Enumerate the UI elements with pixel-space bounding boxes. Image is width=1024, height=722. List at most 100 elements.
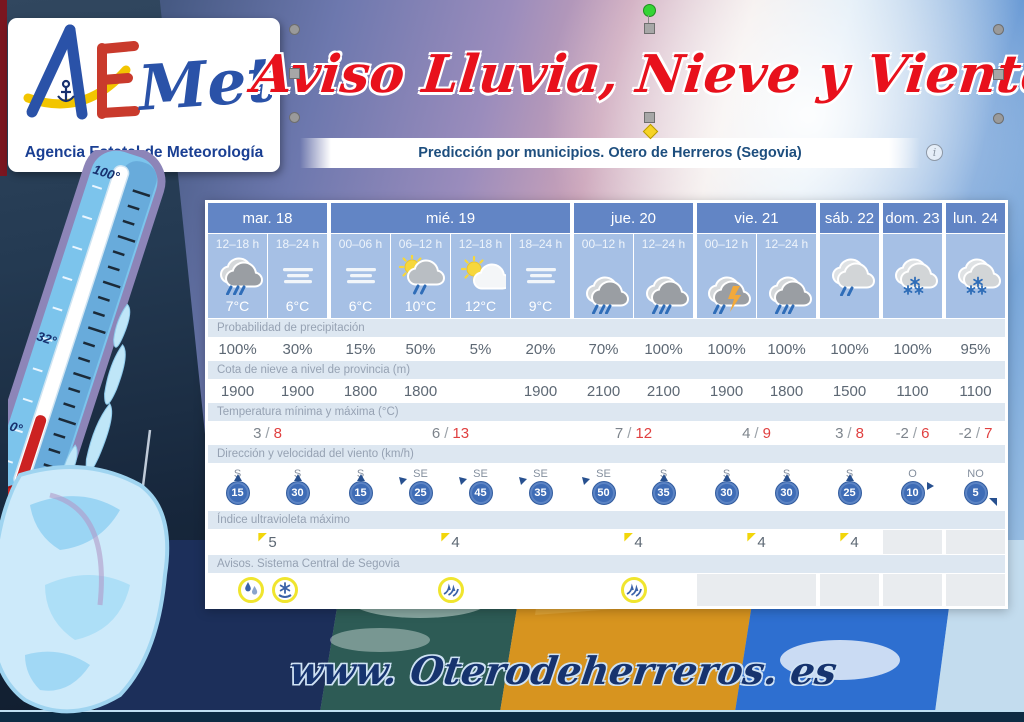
ice-block-illustration: [0, 465, 170, 714]
uv-value: 5: [208, 530, 327, 554]
wind-cell: O 10: [883, 464, 942, 510]
wind-speed: 35: [528, 481, 553, 505]
max-temp: 8: [855, 424, 864, 442]
minmax-temp-value: 6/13: [331, 422, 570, 444]
resize-handle-topright[interactable]: [993, 24, 1004, 35]
min-temp: 4: [742, 424, 751, 442]
rotate-handle[interactable]: [643, 4, 656, 17]
minmax-temp-value: 3/8: [820, 422, 879, 444]
thermo-label-32: 32°: [35, 328, 59, 349]
row-label-precipitation: Probabilidad de precipitación: [208, 319, 1005, 337]
uv-flag-icon: [258, 532, 268, 542]
resize-handle-bottomright[interactable]: [993, 113, 1004, 124]
warnings-cell: [574, 574, 693, 606]
snowlevel-value: 1900: [511, 380, 570, 402]
snowlevel-value: 1800: [391, 380, 450, 402]
logo-anchor-icon: [57, 79, 75, 103]
resize-handle-topleft[interactable]: [289, 24, 300, 35]
weather-icon-rain-light: [831, 257, 875, 296]
wind-direction: NO: [967, 468, 984, 480]
wind-cell: S15: [331, 464, 390, 510]
forecast-cell: 12–24 h: [634, 234, 693, 318]
snowlevel-value: 2100: [634, 380, 693, 402]
forecast-table: mar. 18 mié. 19 jue. 20 vie. 21 sáb. 22 dom. …: [205, 200, 1008, 609]
wind-speed: 15: [348, 481, 373, 505]
forecast-cell: 18–24 h 6°C: [268, 234, 327, 318]
precip-value: 100%: [634, 338, 693, 360]
wind-cell: SE 45: [451, 464, 510, 510]
warning-icon-wind-warning: [437, 577, 464, 603]
uv-flag-icon: [747, 532, 757, 542]
wind-speed: 30: [714, 481, 739, 505]
warning-icon-rain-warning: [237, 577, 264, 603]
uv-value: 4: [820, 530, 879, 554]
wind-direction: SE: [413, 468, 428, 480]
day-header-sb22: sáb. 22: [820, 203, 879, 233]
precip-value: 70%: [574, 338, 633, 360]
wind-arrow-icon: [722, 474, 731, 481]
thermo-label-0: 0°: [8, 418, 25, 436]
resize-handle-top[interactable]: [644, 23, 655, 34]
snowlevel-value: 1900: [697, 380, 756, 402]
uv-flag-icon: [840, 532, 850, 542]
period-label: 00–06 h: [338, 237, 383, 251]
resize-handle-left[interactable]: [289, 68, 300, 79]
temp-label: 6°C: [348, 298, 373, 314]
wind-arrow-icon: [659, 474, 668, 481]
temp-label: 6°C: [285, 298, 310, 314]
resize-handle-bottom[interactable]: [644, 112, 655, 123]
uv-value: 4: [697, 530, 816, 554]
forecast-cell: 18–24 h 9°C: [511, 234, 570, 318]
max-temp: 6: [921, 424, 930, 442]
background-red-strip: [0, 0, 7, 176]
wind-cell: S15: [208, 464, 267, 510]
wind-direction: SE: [533, 468, 548, 480]
slide-title[interactable]: Aviso Lluvia, Nieve y Viento: [249, 43, 1024, 105]
warning-icon-snow-warning: [271, 577, 298, 603]
wind-cell: S30: [757, 464, 816, 510]
wind-arrow-icon: [927, 482, 934, 490]
forecast-cell: 00–12 h: [697, 234, 756, 318]
wind-arrow-icon: [293, 474, 302, 481]
row-label-warnings: Avisos. Sistema Central de Segovia: [208, 555, 1005, 573]
weather-icon-fog: [345, 267, 376, 283]
row-label-temperature: Temperatura mínima y máxima (°C): [208, 403, 1005, 421]
forecast-cell: 12–24 h: [757, 234, 816, 318]
period-label: 12–18 h: [215, 237, 260, 251]
wind-direction: SE: [473, 468, 488, 480]
weather-icon-fog: [525, 267, 556, 283]
temp-label: 12°C: [464, 298, 497, 314]
uv-number: 5: [268, 533, 277, 551]
max-temp: 7: [984, 424, 993, 442]
row-label-wind: Dirección y velocidad del viento (km/h): [208, 445, 1005, 463]
period-label: 06–12 h: [398, 237, 443, 251]
warnings-cell: [946, 574, 1005, 606]
wind-speed: 25: [837, 481, 862, 505]
forecast-cell: [883, 234, 942, 318]
wind-arrow-icon: [782, 474, 791, 481]
resize-handle-bottomleft[interactable]: [289, 112, 300, 123]
period-label: 00–12 h: [581, 237, 626, 251]
weather-icon-sun-cloud-rain: [398, 254, 445, 294]
max-temp: 13: [452, 424, 470, 442]
day-header-mar18: mar. 18: [208, 203, 327, 233]
snowlevel-value: 1100: [883, 380, 942, 402]
precip-value: 100%: [820, 338, 879, 360]
logo-letter-E: [97, 41, 140, 119]
snowlevel-value: 1900: [268, 380, 327, 402]
warnings-cell: [697, 574, 816, 606]
wind-cell: SE 50: [574, 464, 633, 510]
wind-speed: 45: [468, 481, 493, 505]
precip-value: 100%: [208, 338, 267, 360]
resize-handle-right[interactable]: [993, 69, 1004, 80]
logo-letter-A: [26, 24, 76, 118]
precip-value: 100%: [883, 338, 942, 360]
minmax-temp-value: 3/8: [208, 422, 327, 444]
info-icon[interactable]: i: [926, 144, 943, 161]
uv-flag-icon: [624, 532, 634, 542]
wind-direction: O: [908, 468, 917, 480]
temp-label: 7°C: [225, 298, 250, 314]
row-label-uv: Índice ultravioleta máximo: [208, 511, 1005, 529]
day-header-jue20: jue. 20: [574, 203, 693, 233]
